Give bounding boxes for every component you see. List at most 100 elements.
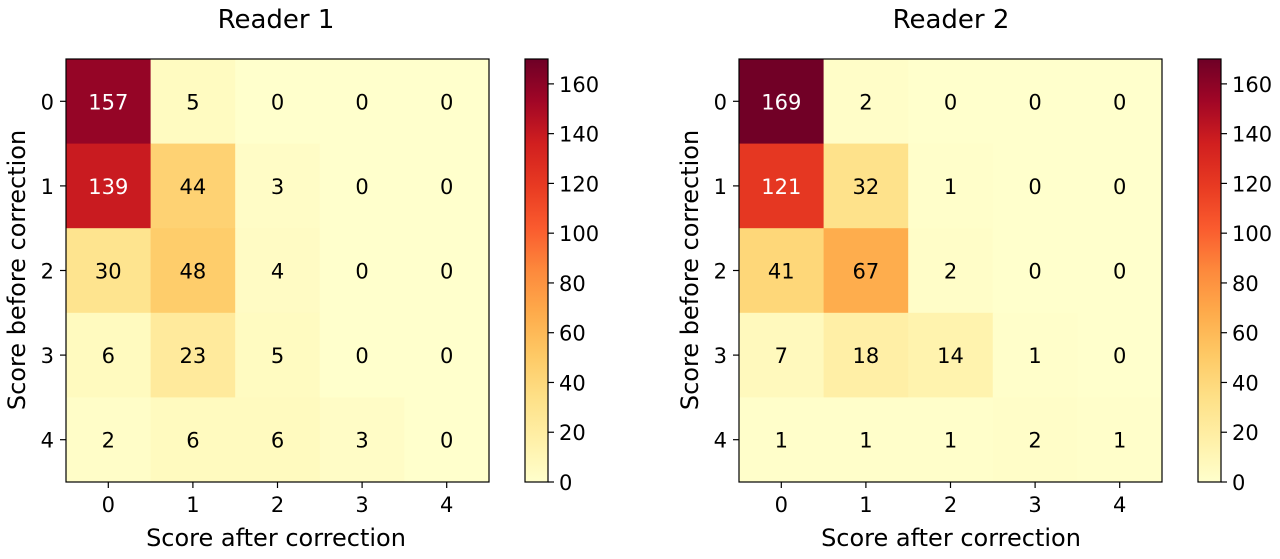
heatmap-cell: [150, 228, 236, 314]
cell-value-label: 44: [180, 175, 207, 199]
heatmap-cell: [66, 59, 152, 145]
y-axis-label: Score before correction: [3, 130, 31, 410]
heatmap-cell: [404, 397, 490, 483]
colorbar-tick-label: 100: [1232, 222, 1272, 246]
heatmap-cell: [823, 143, 909, 229]
x-tick-label: 0: [102, 493, 115, 517]
heatmap-cell: [235, 59, 321, 145]
heatmap-cell: [908, 59, 994, 145]
cell-value-label: 0: [1028, 175, 1041, 199]
heatmap-cell: [66, 397, 152, 483]
colorbar-tick-label: 40: [1232, 371, 1259, 395]
cell-value-label: 1: [944, 175, 957, 199]
cell-value-label: 0: [355, 175, 368, 199]
cell-value-label: 6: [102, 344, 115, 368]
heatmap-cell: [992, 312, 1078, 398]
chart-title: Reader 1: [218, 5, 335, 35]
y-axis-label: Score before correction: [676, 130, 704, 410]
colorbar-tick-label: 20: [559, 421, 586, 445]
x-tick-label: 0: [775, 493, 788, 517]
cell-value-label: 18: [853, 344, 880, 368]
cell-value-label: 32: [853, 175, 880, 199]
heatmap-cell: [66, 228, 152, 314]
cell-value-label: 169: [761, 90, 801, 114]
cell-value-label: 0: [355, 344, 368, 368]
x-tick-label: 4: [1113, 493, 1126, 517]
x-tick-label: 3: [355, 493, 368, 517]
cell-value-label: 1: [859, 429, 872, 453]
y-tick-label: 2: [41, 260, 54, 284]
heatmap-cell: [992, 59, 1078, 145]
heatmap-cell: [908, 228, 994, 314]
cell-value-label: 1: [1113, 429, 1126, 453]
cell-value-label: 1: [944, 429, 957, 453]
heatmap-cell: [739, 397, 825, 483]
heatmap-cell: [235, 143, 321, 229]
chart-title: Reader 2: [893, 5, 1010, 35]
cell-value-label: 5: [271, 344, 284, 368]
x-tick-label: 4: [440, 493, 453, 517]
heatmap-cell: [908, 312, 994, 398]
cell-value-label: 0: [1028, 90, 1041, 114]
heatmap-cell: [235, 228, 321, 314]
heatmap-cell: [150, 143, 236, 229]
y-tick-label: 2: [714, 260, 727, 284]
colorbar: [1197, 58, 1222, 483]
cell-value-label: 3: [355, 429, 368, 453]
colorbar-tick-label: 140: [559, 123, 599, 147]
cell-value-label: 0: [440, 344, 453, 368]
colorbar-tick-label: 60: [1232, 322, 1259, 346]
cell-value-label: 7: [775, 344, 788, 368]
cell-value-label: 0: [1113, 344, 1126, 368]
heatmap-panel-reader-1: Reader 1 Score before correction Score a…: [3, 5, 599, 552]
cell-value-label: 0: [355, 260, 368, 284]
cell-value-label: 30: [95, 260, 122, 284]
heatmap-cell: [823, 59, 909, 145]
cell-value-label: 6: [271, 429, 284, 453]
heatmap-cell: [404, 143, 490, 229]
cell-value-label: 23: [180, 344, 207, 368]
heatmap-cell: [992, 397, 1078, 483]
cell-value-label: 0: [440, 175, 453, 199]
colorbar: [524, 58, 549, 483]
cell-value-label: 157: [88, 90, 128, 114]
cell-value-label: 4: [271, 260, 284, 284]
colorbar-tick-label: 80: [1232, 272, 1259, 296]
cell-value-label: 2: [944, 260, 957, 284]
heatmap-cell: [992, 228, 1078, 314]
heatmap-panel-reader-2: Reader 2 Score before correction Score a…: [676, 5, 1272, 552]
heatmap-cell: [739, 59, 825, 145]
heatmap-cell: [908, 397, 994, 483]
colorbar-tick-label: 160: [1232, 73, 1272, 97]
cell-value-label: 139: [88, 175, 128, 199]
cell-value-label: 1: [1028, 344, 1041, 368]
x-tick-label: 1: [859, 493, 872, 517]
colorbar-tick-label: 120: [1232, 172, 1272, 196]
heatmap-cell: [150, 397, 236, 483]
colorbar-tick-label: 0: [1232, 471, 1245, 495]
y-tick-label: 3: [41, 344, 54, 368]
heatmap-cell: [66, 143, 152, 229]
heatmap-cell: [235, 397, 321, 483]
colorbar-tick-label: 0: [559, 471, 572, 495]
cell-value-label: 48: [180, 260, 207, 284]
y-tick-label: 1: [41, 175, 54, 199]
heatmap-cell: [319, 143, 405, 229]
heatmap-cell: [404, 228, 490, 314]
x-tick-label: 2: [271, 493, 284, 517]
cell-value-label: 6: [186, 429, 199, 453]
heatmap-cell: [1077, 59, 1163, 145]
cell-value-label: 0: [1113, 90, 1126, 114]
heatmap-cell: [1077, 228, 1163, 314]
x-axis-label: Score after correction: [146, 524, 406, 552]
heatmap-cell: [319, 397, 405, 483]
heatmap-cell: [319, 59, 405, 145]
heatmap-cell: [739, 143, 825, 229]
colorbar-tick-label: 20: [1232, 421, 1259, 445]
heatmap-cell: [908, 143, 994, 229]
y-tick-label: 0: [714, 90, 727, 114]
heatmap-cell: [1077, 397, 1163, 483]
cell-value-label: 0: [440, 429, 453, 453]
colorbar-tick-label: 120: [559, 172, 599, 196]
